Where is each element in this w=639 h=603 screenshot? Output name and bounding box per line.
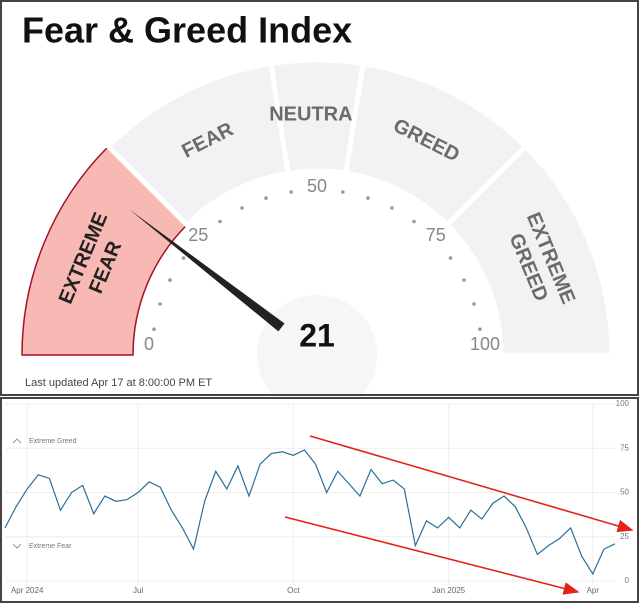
- trend-arrow: [284, 516, 580, 595]
- index-line: [4, 449, 616, 576]
- updated-text: Last updated Apr 17 at 8:00:00 PM ET: [25, 377, 212, 389]
- zone-label: NEUTRAL: [269, 103, 365, 125]
- chart-panel: [0, 397, 639, 603]
- scale-dot: [412, 219, 416, 224]
- annotation: Extreme Fear: [29, 543, 72, 550]
- trend-arrow: [309, 435, 634, 533]
- scale-dot: [366, 196, 370, 200]
- gauge: EXTREMEFEARFEARNEUTRALGREEDEXTREMEGREED0…: [21, 57, 615, 394]
- scale-dot: [152, 327, 156, 331]
- needle: [128, 209, 285, 332]
- x-tick-label: Jan 2025: [432, 586, 465, 595]
- y-tick-label: 100: [616, 399, 630, 408]
- annotation-chevron: [12, 438, 22, 444]
- gauge-value: 21: [299, 317, 335, 353]
- x-tick-label: Apr 2024: [11, 586, 44, 595]
- y-tick-label: 50: [620, 488, 629, 497]
- x-tick-label: Jul: [133, 586, 143, 595]
- scale-label: 75: [426, 225, 446, 245]
- y-tick-label: 25: [620, 532, 629, 541]
- scale-dot: [289, 190, 293, 194]
- scale-label: 50: [307, 176, 327, 196]
- history-chart: 0 25 50 75 100 Apr 2024 Jul Oct Jan 2025 Apr Extre…: [4, 399, 630, 595]
- gauge-zone: [443, 142, 615, 358]
- y-tick-label: 0: [625, 576, 630, 585]
- annotation-chevron: [12, 543, 22, 549]
- scale-dot: [264, 196, 268, 200]
- scale-dot: [462, 278, 466, 282]
- scale-label: 25: [188, 225, 208, 245]
- y-tick-label: 75: [620, 443, 629, 452]
- scale-dot: [341, 190, 345, 194]
- scale-dot: [158, 302, 162, 306]
- scale-dot: [181, 256, 186, 260]
- scale-dot: [240, 206, 244, 210]
- scale-dot: [218, 219, 222, 224]
- scale-dot: [390, 206, 394, 210]
- x-tick-label: Oct: [287, 586, 300, 595]
- x-tick-label: Apr: [587, 586, 600, 595]
- scale-dot: [478, 327, 482, 331]
- annotation: Extreme Greed: [29, 438, 77, 445]
- scale-dot: [472, 302, 476, 306]
- scale-dot: [448, 256, 453, 260]
- scale-label: 0: [144, 334, 154, 354]
- gauge-title: Fear & Greed Index: [22, 10, 352, 51]
- value-disc: [257, 295, 377, 394]
- scale-label: 100: [470, 334, 500, 354]
- scale-dot: [168, 278, 172, 282]
